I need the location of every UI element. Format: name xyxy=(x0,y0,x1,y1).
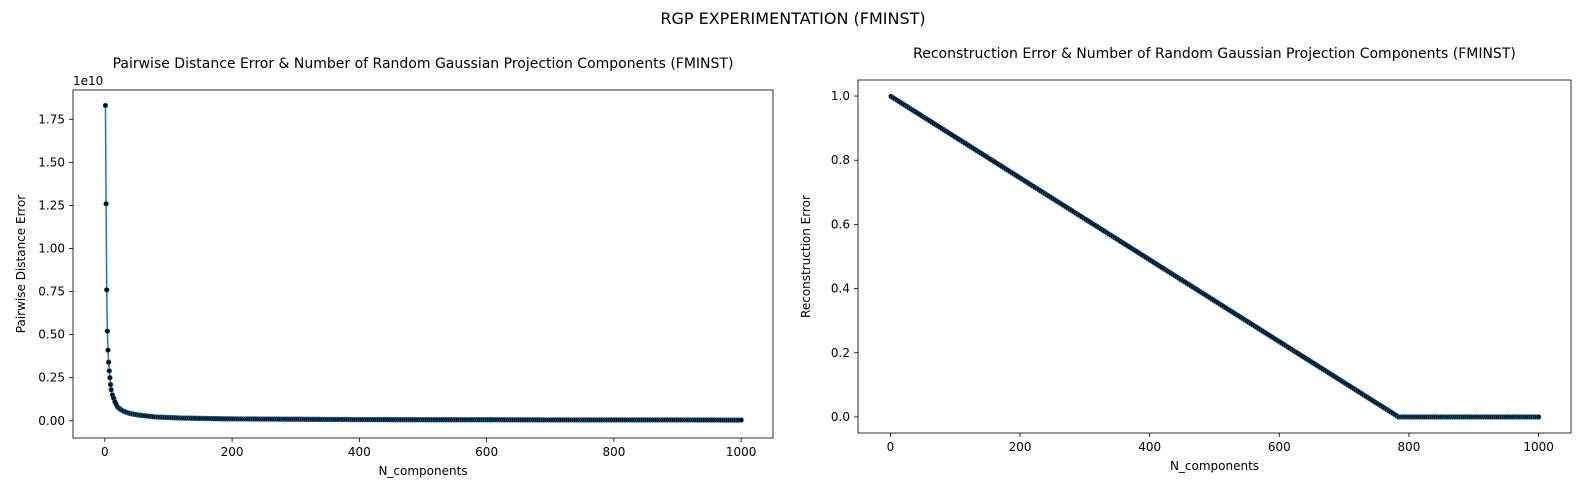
chart-title: Pairwise Distance Error & Number of Rand… xyxy=(113,56,734,72)
axes-frame xyxy=(72,89,774,439)
x-axis-label: N_components xyxy=(1170,459,1259,473)
data-point xyxy=(102,102,109,109)
data-point xyxy=(738,417,744,423)
figure-suptitle: RGP EXPERIMENTATION (FMINST) xyxy=(660,9,925,28)
x-tick-label: 0 xyxy=(887,440,895,454)
x-tick-label: 800 xyxy=(1398,440,1421,454)
x-tick-label: 800 xyxy=(602,445,625,459)
data-point xyxy=(105,359,112,365)
x-tick-label: 0 xyxy=(101,445,109,459)
x-tick-label: 1000 xyxy=(1523,440,1554,454)
y-tick-label: 1.00 xyxy=(38,241,65,255)
x-tick-label: 600 xyxy=(475,445,498,459)
y-tick-label: 0.25 xyxy=(38,371,65,385)
x-tick-label: 1000 xyxy=(726,445,757,459)
x-tick-label: 600 xyxy=(1268,440,1291,454)
y-tick-label: 1.0 xyxy=(831,89,850,103)
y-tick-label: 0.2 xyxy=(831,346,850,360)
data-point xyxy=(106,368,112,374)
y-tick-label: 1.25 xyxy=(38,198,65,212)
y-axis-label: Reconstruction Error xyxy=(799,195,813,318)
x-tick-label: 400 xyxy=(1138,440,1161,454)
data-point xyxy=(104,287,110,293)
data-point xyxy=(107,375,113,381)
y-tick-label: 0.0 xyxy=(831,410,850,424)
x-tick-label: 400 xyxy=(348,445,371,459)
y-tick-label: 0.00 xyxy=(38,414,65,428)
data-point xyxy=(107,381,114,388)
x-axis-label: N_components xyxy=(378,464,467,478)
data-point xyxy=(105,347,111,353)
chart-title: Reconstruction Error & Number of Random … xyxy=(913,46,1516,62)
data-point xyxy=(1535,414,1542,420)
data-point xyxy=(103,201,109,207)
y-axis-label: Pairwise Distance Error xyxy=(14,195,28,334)
data-point xyxy=(104,328,111,334)
y-tick-label: 1.50 xyxy=(38,155,65,169)
y-tick-label: 0.50 xyxy=(38,328,65,342)
data-point xyxy=(108,387,114,393)
reconstruction-error-chart: Reconstruction Error & Number of Random … xyxy=(799,46,1572,473)
y-tick-label: 0.75 xyxy=(38,285,65,299)
plot-area: 0 200 400 600 800 1000 0.00 0.25 0.50 0.75 1.00 1.2… xyxy=(38,89,774,459)
y-tick-label: 1.75 xyxy=(38,112,65,126)
y-axis-offset-label: 1e10 xyxy=(73,74,103,88)
x-tick-label: 200 xyxy=(1009,440,1032,454)
y-tick-label: 0.6 xyxy=(831,217,850,231)
plot-area: 0 200 400 600 800 1000 0.0 0.2 0.4 0.6 0.8 1.0 xyxy=(831,79,1572,454)
y-tick-label: 0.4 xyxy=(831,282,850,296)
y-tick-label: 0.8 xyxy=(831,153,850,167)
axes-frame xyxy=(857,79,1572,434)
series-line xyxy=(104,105,742,421)
pairwise-distance-chart: Pairwise Distance Error & Number of Rand… xyxy=(14,56,774,478)
series-line xyxy=(890,95,1539,418)
x-tick-label: 200 xyxy=(221,445,244,459)
